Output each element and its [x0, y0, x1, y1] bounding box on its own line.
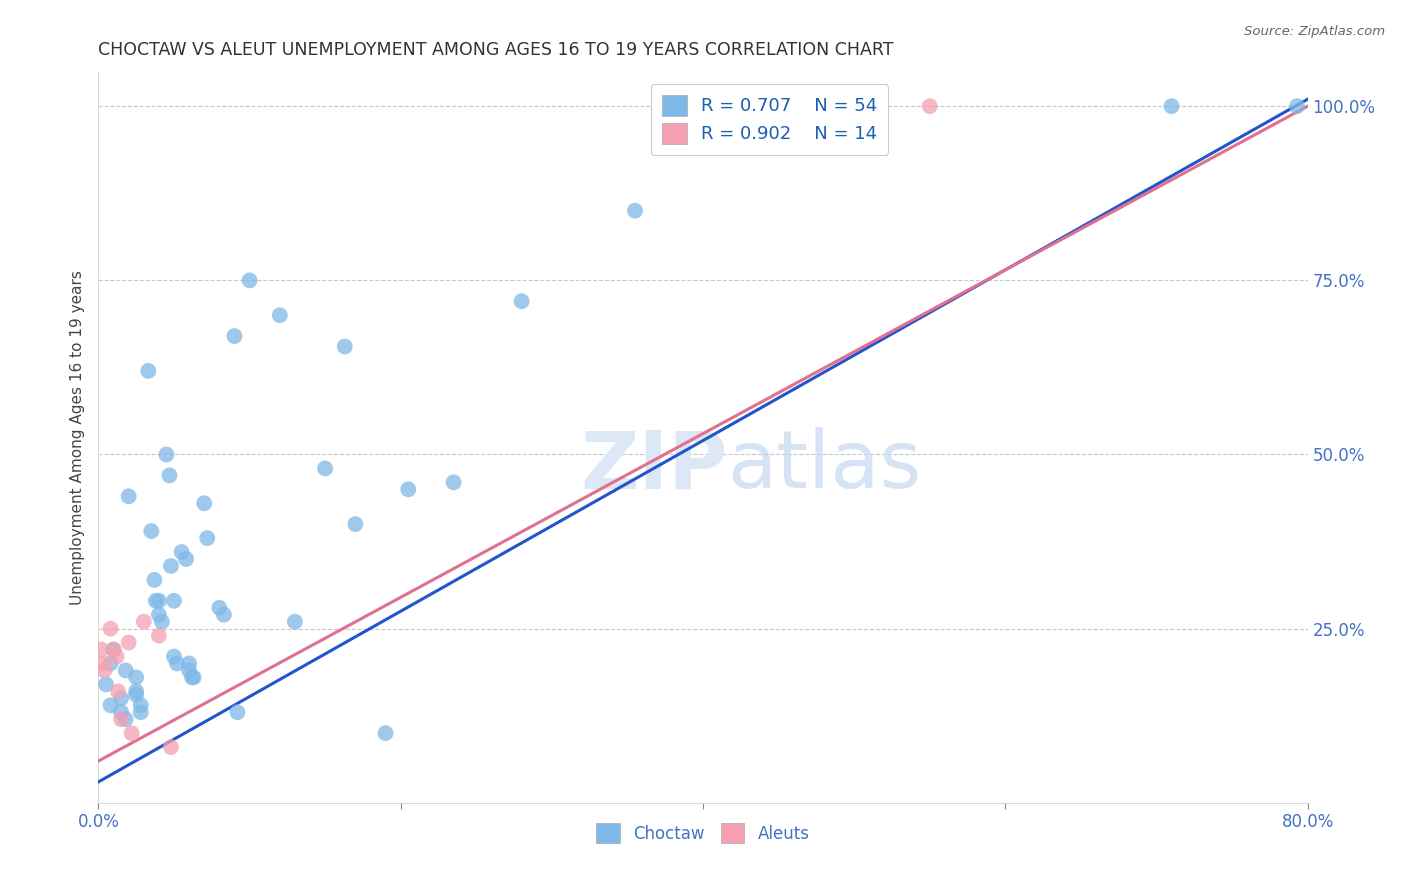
Point	[224, 329, 246, 343]
Point	[110, 691, 132, 706]
Point	[107, 684, 129, 698]
Point	[179, 657, 201, 671]
Point	[745, 99, 768, 113]
Point	[183, 670, 205, 684]
Point	[333, 339, 356, 353]
Point	[624, 203, 647, 218]
Point	[143, 573, 166, 587]
Point	[174, 552, 197, 566]
Point	[181, 670, 204, 684]
Point	[314, 461, 336, 475]
Point	[118, 635, 141, 649]
Point	[129, 705, 152, 719]
Point	[100, 657, 122, 671]
Point	[723, 99, 745, 113]
Point	[103, 642, 125, 657]
Point	[90, 642, 112, 657]
Point	[239, 273, 262, 287]
Text: CHOCTAW VS ALEUT UNEMPLOYMENT AMONG AGES 16 TO 19 YEARS CORRELATION CHART: CHOCTAW VS ALEUT UNEMPLOYMENT AMONG AGES…	[98, 41, 894, 59]
Point	[374, 726, 396, 740]
Point	[114, 664, 136, 678]
Point	[105, 649, 128, 664]
Text: ZIP: ZIP	[579, 427, 727, 506]
Point	[148, 607, 170, 622]
Point	[110, 712, 132, 726]
Point	[118, 489, 141, 503]
Point	[93, 664, 115, 678]
Point	[1160, 99, 1182, 113]
Point	[121, 726, 143, 740]
Point	[103, 642, 125, 657]
Point	[443, 475, 465, 490]
Point	[125, 670, 148, 684]
Point	[170, 545, 193, 559]
Point	[160, 558, 183, 573]
Point	[269, 308, 291, 322]
Point	[91, 657, 114, 671]
Point	[159, 468, 181, 483]
Point	[208, 600, 231, 615]
Point	[212, 607, 235, 622]
Point	[166, 657, 188, 671]
Point	[1285, 99, 1308, 113]
Point	[141, 524, 163, 538]
Point	[136, 364, 159, 378]
Point	[94, 677, 117, 691]
Point	[179, 664, 201, 678]
Point	[125, 688, 148, 702]
Point	[129, 698, 152, 713]
Point	[125, 684, 148, 698]
Point	[195, 531, 218, 545]
Point	[132, 615, 155, 629]
Point	[100, 622, 122, 636]
Point	[163, 649, 186, 664]
Point	[148, 629, 170, 643]
Point	[344, 517, 367, 532]
Point	[918, 99, 941, 113]
Point	[510, 294, 533, 309]
Text: Source: ZipAtlas.com: Source: ZipAtlas.com	[1244, 25, 1385, 38]
Point	[150, 615, 173, 629]
Point	[100, 698, 122, 713]
Legend: Choctaw, Aleuts: Choctaw, Aleuts	[589, 817, 817, 849]
Point	[114, 712, 136, 726]
Point	[155, 448, 177, 462]
Point	[226, 705, 249, 719]
Point	[163, 594, 186, 608]
Point	[160, 740, 183, 755]
Point	[284, 615, 307, 629]
Text: atlas: atlas	[727, 427, 921, 506]
Point	[148, 594, 170, 608]
Point	[145, 594, 167, 608]
Point	[193, 496, 215, 510]
Point	[396, 483, 419, 497]
Y-axis label: Unemployment Among Ages 16 to 19 years: Unemployment Among Ages 16 to 19 years	[69, 269, 84, 605]
Point	[110, 705, 132, 719]
